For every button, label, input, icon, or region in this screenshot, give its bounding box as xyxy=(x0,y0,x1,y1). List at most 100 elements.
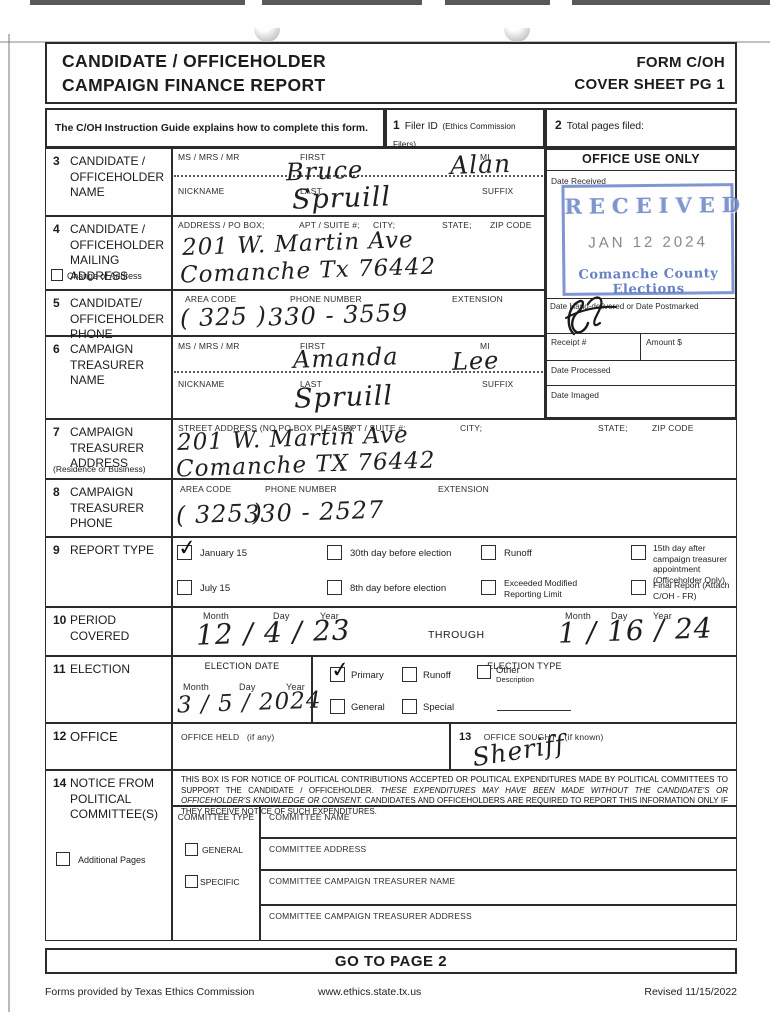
office-use-divider xyxy=(545,170,737,171)
stamp-received-text: RECEIVED xyxy=(564,191,748,219)
section6-line2: TREASURER xyxy=(70,357,145,372)
month-label: Month xyxy=(565,611,592,621)
section6-line3: NAME xyxy=(70,373,105,388)
footer-website-link[interactable]: www.ethics.state.tx.us xyxy=(318,986,422,998)
form-title: CANDIDATE / OFFICEHOLDER CAMPAIGN FINANC… xyxy=(62,50,326,97)
amount-label: Amount $ xyxy=(646,337,682,347)
candidate-middle-name-value: Alan xyxy=(449,148,512,181)
election-special-label: Special xyxy=(423,702,455,713)
checkbox-runoff-report[interactable] xyxy=(481,545,496,560)
committee-name-cell: COMMITTEE NAME xyxy=(260,806,737,838)
mi-label: MI xyxy=(480,152,490,162)
office-use-divider xyxy=(545,385,737,386)
candidate-phone-cell xyxy=(172,290,545,336)
zip-label: ZIP CODE xyxy=(490,220,532,230)
checkbox-final-report[interactable] xyxy=(631,580,646,595)
checkbox-january-15[interactable]: ✓ xyxy=(177,535,198,562)
checkbox-primary[interactable]: ✓ xyxy=(330,657,351,684)
phone-number-label: PHONE NUMBER xyxy=(290,294,362,304)
treasurer-middle-name-value: Lee xyxy=(451,346,500,376)
checkbox-additional-pages[interactable] xyxy=(56,852,70,866)
year-label: Year xyxy=(286,682,305,692)
checkbox-general-election[interactable] xyxy=(330,699,345,714)
section6-number: 6 xyxy=(53,342,60,356)
section4-line3: MAILING xyxy=(70,253,120,268)
section11-label-cell: 11 ELECTION xyxy=(45,656,172,723)
first-label: FIRST xyxy=(300,152,326,162)
report-type-15thday-label: 15th day after campaign treasurer appoin… xyxy=(653,543,728,586)
section14-line1: NOTICE FROM xyxy=(70,776,154,790)
section7-label-cell: 7 CAMPAIGN TREASURER ADDRESS (Residence or… xyxy=(45,419,172,479)
checkbox-july-15[interactable] xyxy=(177,580,192,595)
report-type-30thday-label: 30th day before election xyxy=(350,548,452,559)
checkbox-15th-day-after-appointment[interactable] xyxy=(631,545,646,560)
office-use-box xyxy=(545,148,737,419)
candidate-last-name-value: Spruill xyxy=(291,181,392,216)
filer-id-cell: 1 Filer ID (Ethics Commission Filers) xyxy=(385,108,545,149)
extension-label: EXTENSION xyxy=(438,484,489,494)
office-use-divider xyxy=(545,298,737,299)
dotted-rule xyxy=(174,371,543,373)
section4-line1: CANDIDATE / xyxy=(70,222,146,236)
office-use-divider xyxy=(545,360,737,361)
section4-label-cell: 4 CANDIDATE / OFFICEHOLDER MAILING ADDRESS xyxy=(45,216,172,290)
checkbox-specific-committee[interactable] xyxy=(185,875,198,888)
suffix-label: SUFFIX xyxy=(482,186,514,196)
hole-punch xyxy=(504,28,530,43)
section11-number: 11 xyxy=(53,662,66,676)
date-received-label: Date Received xyxy=(551,176,606,186)
office-sought-label: OFFICE SOUGHT xyxy=(483,732,557,742)
candidate-phone-value: 330 - 3559 xyxy=(267,298,409,332)
last-label: LAST xyxy=(300,186,323,196)
committee-treasurer-address-label: COMMITTEE CAMPAIGN TREASURER ADDRESS xyxy=(269,911,472,921)
election-primary-label: Primary xyxy=(351,670,384,681)
checkbox-8th-day[interactable] xyxy=(327,580,342,595)
section10-number: 10 xyxy=(53,613,67,627)
checkbox-special-election[interactable] xyxy=(402,699,417,714)
nickname-label: NICKNAME xyxy=(178,186,225,196)
section5-line3: PHONE xyxy=(70,327,113,342)
office-sought-cell: 13 OFFICE SOUGHT (if known) xyxy=(450,723,737,770)
other-description-line[interactable] xyxy=(497,710,571,711)
received-stamp: RECEIVED JAN 12 2024 Comanche County Ele… xyxy=(561,183,748,297)
hand-delivered-initials-signature xyxy=(565,296,617,336)
section3-line3: NAME xyxy=(70,185,105,200)
form-code: FORM C/OH COVER SHEET PG 1 xyxy=(520,52,725,96)
date-imaged-label: Date Imaged xyxy=(551,390,599,400)
section5-line1: CANDIDATE/ xyxy=(70,296,142,310)
report-type-january15-label: January 15 xyxy=(200,548,248,559)
checkmark: ✓ xyxy=(176,535,198,562)
election-other-label: Other xyxy=(496,665,520,676)
dotted-rule xyxy=(174,175,543,177)
apt-suite-label: APT / SUITE #; xyxy=(345,423,406,433)
section7-note: (Residence or Business) xyxy=(53,464,146,474)
month-label: Month xyxy=(183,682,210,692)
day-label: Day xyxy=(273,611,290,621)
scan-artifact xyxy=(262,0,422,5)
section10-label-cell: 10 PERIOD COVERED xyxy=(45,607,172,656)
checkbox-exceeded-modified-limit[interactable] xyxy=(481,580,496,595)
checkbox-30th-day[interactable] xyxy=(327,545,342,560)
form-code-line2: COVER SHEET PG 1 xyxy=(574,75,725,93)
section14-line2: POLITICAL xyxy=(70,791,132,806)
section4-number: 4 xyxy=(53,222,60,236)
prefix-label: MS / MRS / MR xyxy=(178,152,240,162)
office-held-note: (if any) xyxy=(246,732,275,742)
report-type-final-label: Final Report (Attach C/OH - FR) xyxy=(653,580,730,601)
candidate-area-code-value: ( 325 ) xyxy=(179,301,268,333)
section10-line2: COVERED xyxy=(70,628,130,643)
apt-suite-label: APT / SUITE #; xyxy=(299,220,360,230)
checkbox-runoff-election[interactable] xyxy=(402,667,417,682)
checkbox-other-election[interactable] xyxy=(477,665,491,679)
month-label: Month xyxy=(203,611,230,621)
checkbox-change-of-address[interactable] xyxy=(51,269,63,281)
prefix-label: MS / MRS / MR xyxy=(178,341,240,351)
committee-notice-part2: THESE EXPENDITURES MAY HAVE BEEN MADE WI… xyxy=(181,785,728,806)
committee-name-label: COMMITTEE NAME xyxy=(269,812,350,822)
treasurer-phone-cell xyxy=(172,479,737,537)
filer-id-note: (Ethics Commission Filers) xyxy=(393,121,516,149)
section10-line1: PERIOD xyxy=(70,613,117,627)
checkbox-general-committee[interactable] xyxy=(185,843,198,856)
election-other-description-label: Description xyxy=(496,675,534,684)
